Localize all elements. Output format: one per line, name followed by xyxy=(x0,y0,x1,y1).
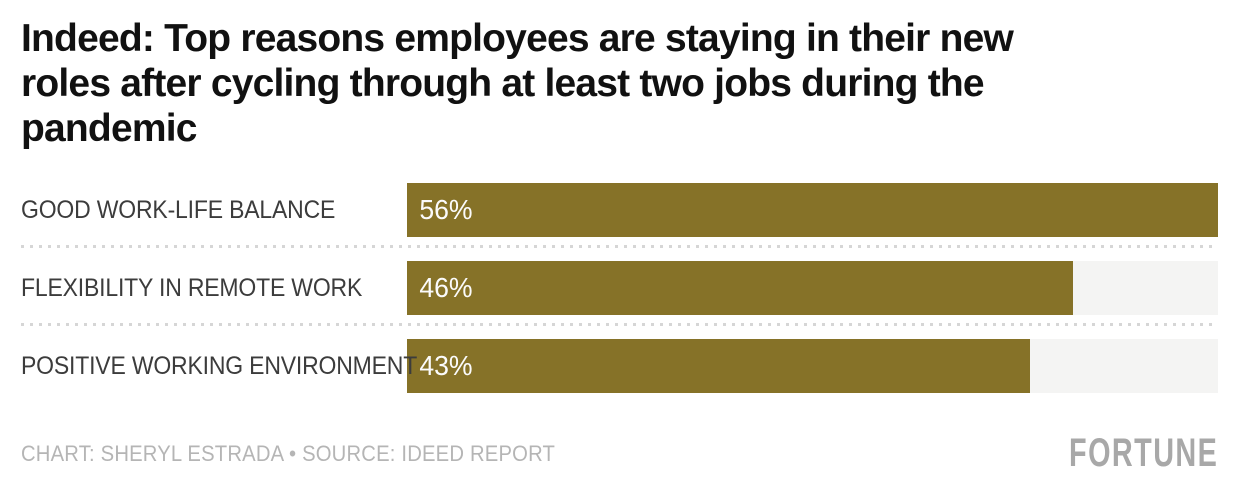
fortune-logo: FORTUNE xyxy=(1068,431,1218,475)
row-separator xyxy=(21,245,1218,248)
bar-row-good-work-life-balance: GOOD WORK-LIFE BALANCE 56% xyxy=(21,183,1218,237)
chart-title: Indeed: Top reasons employees are stayin… xyxy=(21,16,1218,151)
footer: CHART: SHERYL ESTRADA • SOURCE: IDEED RE… xyxy=(21,431,1218,476)
chart-credit: CHART: SHERYL ESTRADA • SOURCE: IDEED RE… xyxy=(21,440,556,466)
bar-value-label: 56% xyxy=(419,194,473,225)
bar-chart: GOOD WORK-LIFE BALANCE 56% FLEXIBILITY I… xyxy=(21,183,1218,393)
category-label-good-work-life-balance: GOOD WORK-LIFE BALANCE xyxy=(21,195,336,224)
bar-value-label: 43% xyxy=(419,350,473,381)
category-label-positive-working-environment: POSITIVE WORKING ENVIRONMENT xyxy=(21,351,418,380)
bar-track: 43% xyxy=(407,339,1218,393)
bar-track: 46% xyxy=(407,261,1218,315)
bar-row-positive-working-environment: POSITIVE WORKING ENVIRONMENT 43% xyxy=(21,339,1218,393)
chart-title-line-3: pandemic xyxy=(21,107,197,150)
row-separator xyxy=(21,323,1218,326)
bar-track: 56% xyxy=(407,183,1218,237)
bar-good-work-life-balance: 56% xyxy=(407,183,1218,237)
bar-flexibility-in-remote-work: 46% xyxy=(407,261,1074,315)
category-label-flexibility-in-remote-work: FLEXIBILITY IN REMOTE WORK xyxy=(21,273,363,302)
bar-positive-working-environment: 43% xyxy=(407,339,1030,393)
chart-title-line-2: roles after cycling through at least two… xyxy=(21,62,985,105)
chart-title-line-1: Indeed: Top reasons employees are stayin… xyxy=(21,17,1014,60)
bar-row-flexibility-in-remote-work: FLEXIBILITY IN REMOTE WORK 46% xyxy=(21,261,1218,315)
bar-value-label: 46% xyxy=(419,272,473,303)
